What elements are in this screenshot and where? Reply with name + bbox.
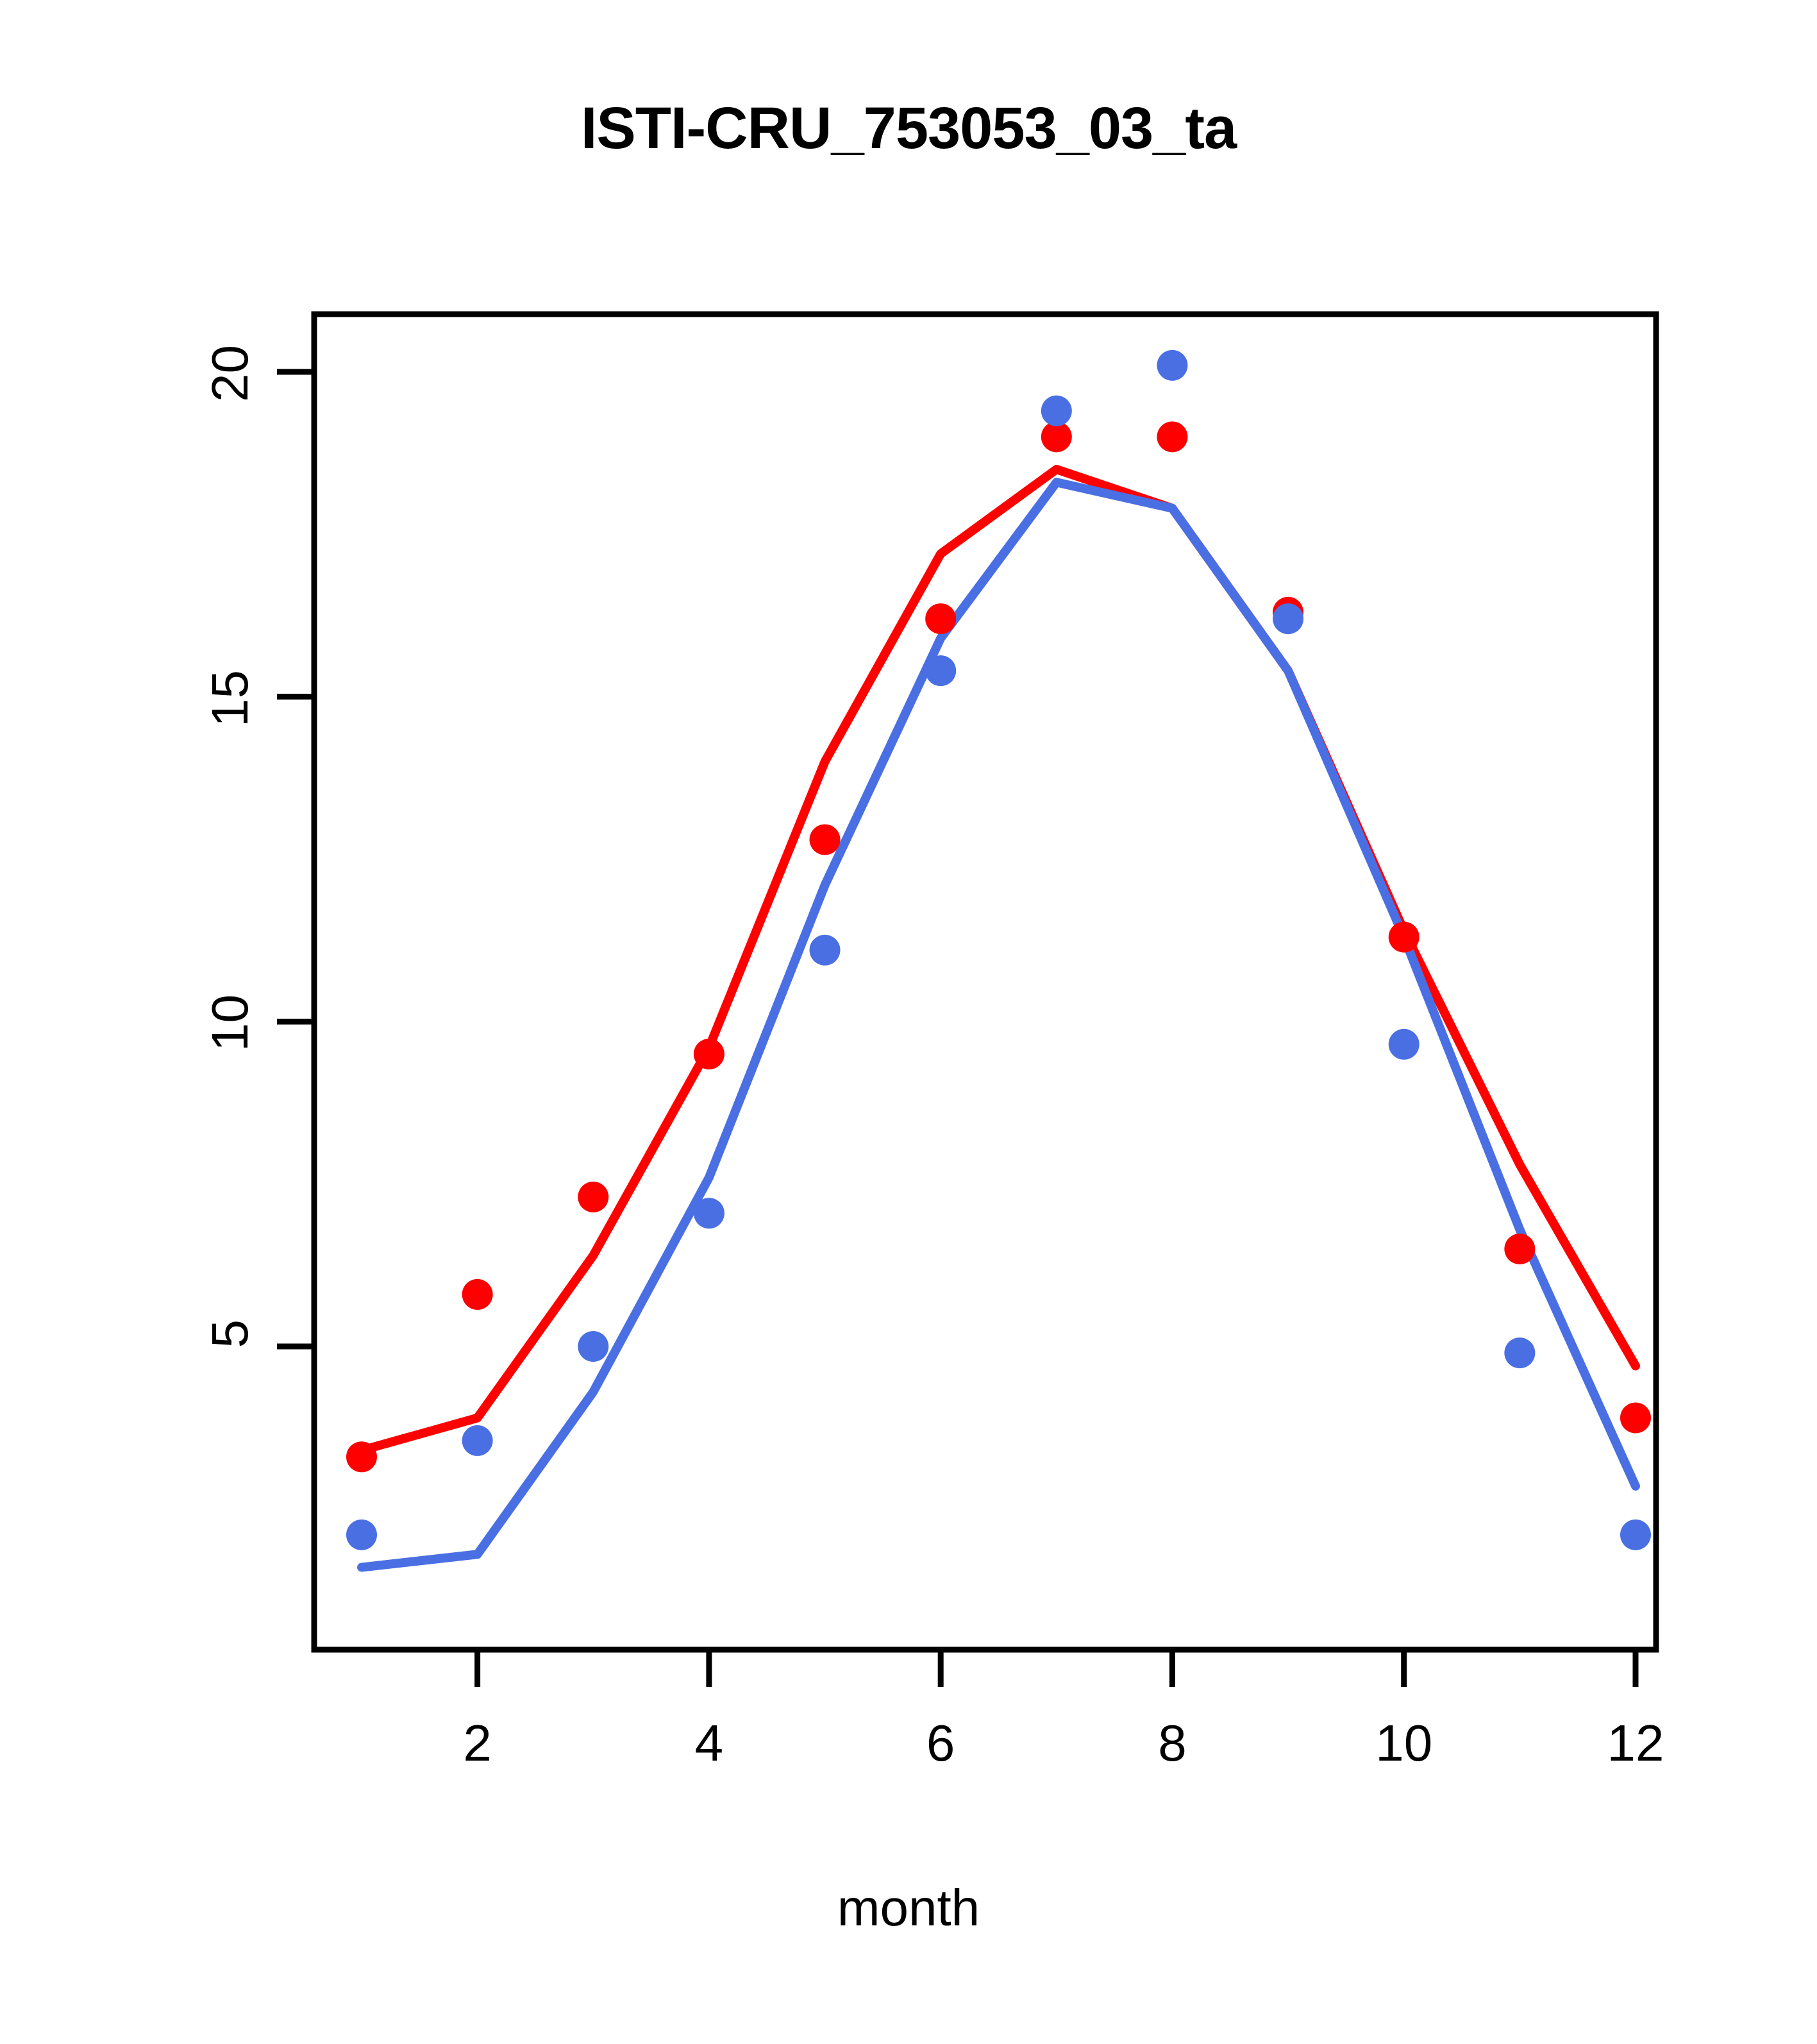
series-points [346,349,1651,1550]
data-point-blue-points [693,1198,724,1229]
page-title: ISTI-CRU_753053_03_ta [580,96,1237,161]
x-tick-label: 10 [1375,1714,1433,1772]
y-tick-label: 15 [201,669,258,727]
data-point-red-points [346,1441,377,1473]
data-point-blue-points [1157,349,1188,381]
data-point-red-points [809,824,841,855]
x-tick-label: 12 [1607,1714,1664,1772]
x-tick-label: 8 [1158,1714,1187,1772]
series-line-red-line [357,465,1640,1455]
y-tick-label: 10 [201,994,258,1052]
x-tick-label: 4 [694,1714,724,1772]
data-point-red-points [578,1181,609,1212]
data-point-blue-points [346,1519,377,1550]
data-point-red-points [1620,1402,1651,1434]
y-axis-ticks [277,369,314,1350]
x-tick-label: 6 [926,1714,955,1772]
data-point-blue-points [578,1331,609,1362]
data-point-blue-points [1273,603,1304,635]
data-point-red-points [462,1278,493,1310]
plot-frame [311,311,1659,1653]
data-point-red-points [1504,1234,1536,1264]
x-axis-ticks [474,1650,1639,1687]
data-point-blue-points [462,1425,493,1456]
series-lines [357,465,1640,1572]
data-point-blue-points [1388,1028,1419,1060]
data-point-red-points [925,603,957,635]
data-point-blue-points [925,655,957,687]
data-point-blue-points [809,934,841,966]
data-point-blue-points [1041,395,1072,426]
y-tick-label: 5 [201,1319,258,1348]
x-tick-label: 2 [463,1714,492,1772]
data-point-red-points [693,1039,724,1069]
data-point-blue-points [1504,1337,1536,1369]
data-point-red-points [1041,421,1072,453]
series-line-blue-line [357,478,1640,1572]
data-point-red-points [1157,421,1188,453]
x-axis-label: month [837,1879,980,1936]
y-tick-label: 20 [201,345,258,402]
data-point-red-points [1388,921,1419,953]
data-point-blue-points [1620,1519,1651,1550]
